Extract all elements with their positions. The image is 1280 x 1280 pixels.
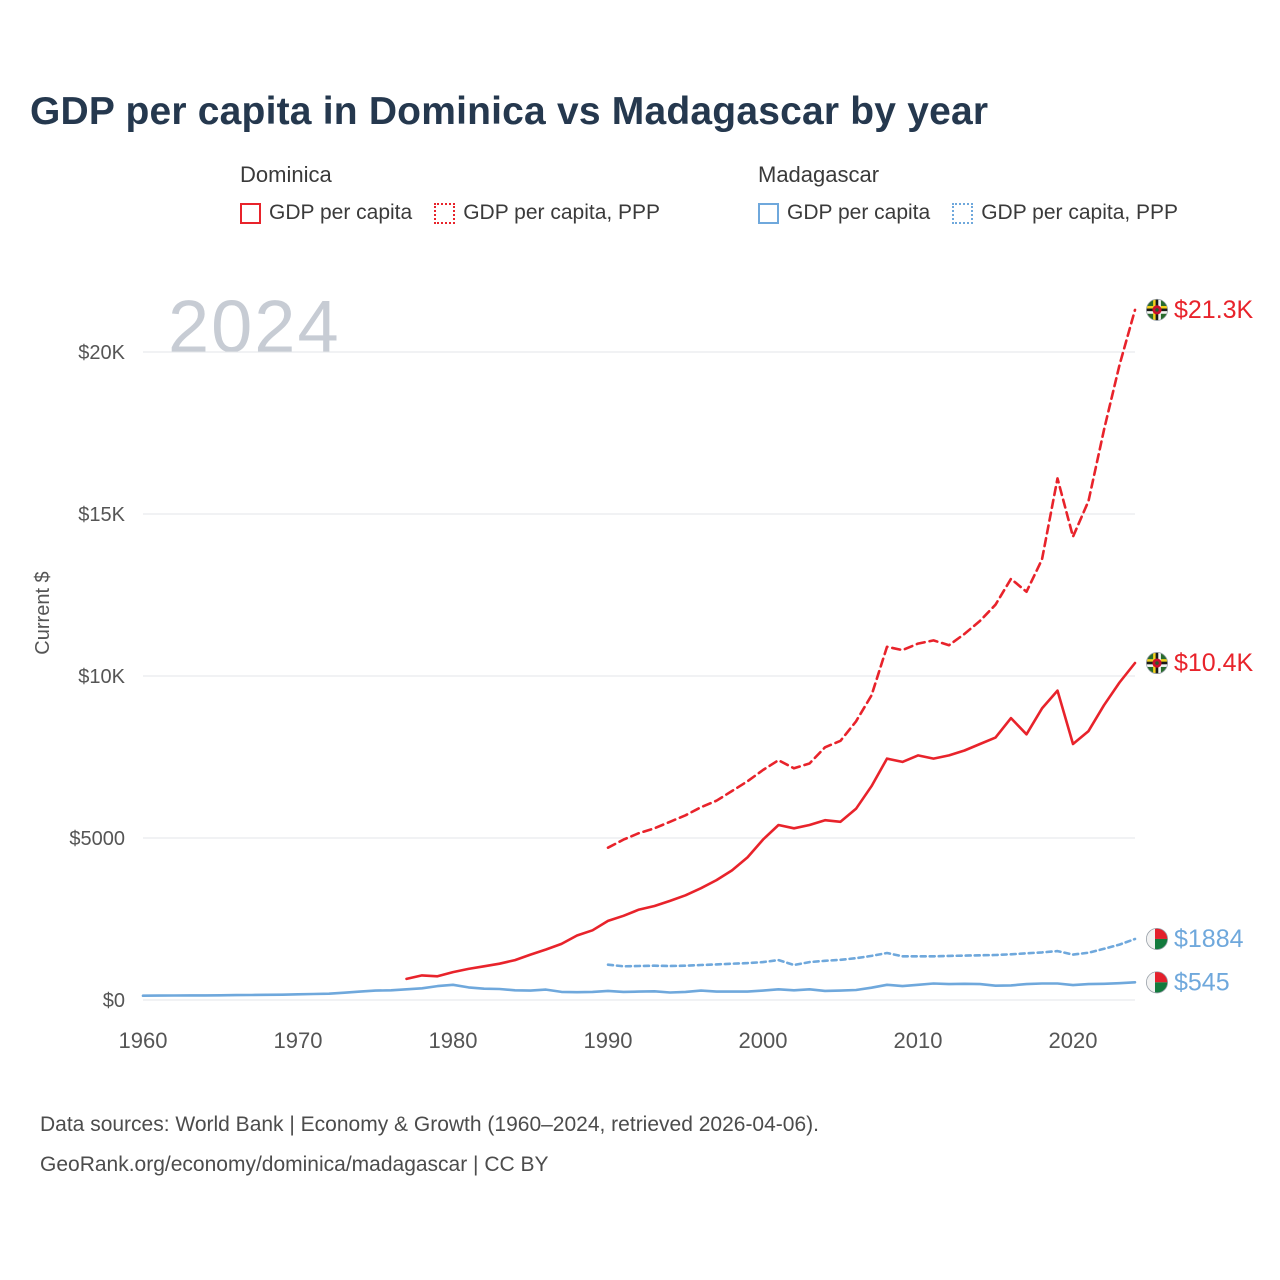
x-tick-label: 2010	[894, 1028, 943, 1053]
chart-gridlines: $0 $5000 $10K $15K $20K 1960 1970 1980 1990 2000 2…	[69, 342, 1135, 1053]
legend-group-dominica: Dominica GDP per capita GDP per capita, …	[240, 162, 660, 225]
y-tick-label: $10K	[78, 666, 125, 688]
watermark-year: 2024	[168, 285, 341, 368]
x-tick-label: 2020	[1049, 1028, 1098, 1053]
legend-label-dominica-gdp: GDP per capita	[269, 201, 413, 224]
dominica-flag-icon	[1146, 299, 1168, 321]
series-line-madagascar-gdp	[141, 980, 1137, 998]
end-label-dominica-gdp: $10.4K	[1174, 649, 1254, 677]
footer-attribution: GeoRank.org/economy/dominica/madagascar …	[40, 1153, 549, 1176]
y-tick-label: $20K	[78, 342, 125, 364]
x-tick-label: 2000	[739, 1028, 788, 1053]
chart-end-labels: $21.3K $10.4K $1884 $545	[1146, 296, 1254, 996]
y-tick-label: $15K	[78, 504, 125, 526]
legend-swatch-blue-dotted	[952, 202, 974, 224]
legend-group-title-madagascar: Madagascar	[758, 162, 880, 187]
legend-swatch-blue-solid	[758, 202, 779, 224]
series-line-dominica-gdp	[405, 661, 1137, 981]
legend-group-title-dominica: Dominica	[240, 162, 332, 187]
legend-swatch-red-solid	[240, 202, 261, 224]
madagascar-flag-icon	[1146, 928, 1168, 950]
legend-item-dominica-gdp: GDP per capita	[240, 201, 412, 225]
chart-series-lines	[141, 308, 1137, 998]
x-tick-label: 1970	[274, 1028, 323, 1053]
end-label-dominica-gdp-ppp: $21.3K	[1174, 296, 1254, 324]
y-tick-label: $0	[103, 990, 125, 1012]
legend-item-dominica-gdp-ppp: GDP per capita, PPP	[434, 201, 660, 225]
madagascar-flag-icon	[1146, 971, 1168, 993]
page-title: GDP per capita in Dominica vs Madagascar…	[30, 90, 989, 133]
footer-data-sources: Data sources: World Bank | Economy & Gro…	[40, 1113, 819, 1136]
x-tick-label: 1960	[119, 1028, 168, 1053]
x-tick-label: 1980	[429, 1028, 478, 1053]
footer: Data sources: World Bank | Economy & Gro…	[40, 1105, 819, 1185]
y-tick-label: $5000	[69, 828, 125, 850]
dominica-flag-icon	[1146, 652, 1168, 674]
end-label-madagascar-gdp: $545	[1174, 968, 1230, 996]
legend-item-madagascar-gdp-ppp: GDP per capita, PPP	[952, 201, 1178, 225]
end-label-madagascar-gdp-ppp: $1884	[1174, 925, 1244, 953]
series-line-dominica-gdp-ppp	[606, 308, 1137, 850]
legend-label-madagascar-gdp: GDP per capita	[787, 201, 931, 224]
legend-items-dominica: GDP per capita GDP per capita, PPP	[240, 201, 660, 225]
legend-items-madagascar: GDP per capita GDP per capita, PPP	[758, 201, 1178, 225]
legend-group-madagascar: Madagascar GDP per capita GDP per capita…	[758, 162, 1178, 225]
legend-swatch-red-dotted	[434, 202, 456, 224]
legend-label-dominica-gdp-ppp: GDP per capita, PPP	[463, 201, 661, 224]
legend-label-madagascar-gdp-ppp: GDP per capita, PPP	[981, 201, 1179, 224]
series-line-madagascar-gdp-ppp	[606, 937, 1137, 968]
x-tick-label: 1990	[584, 1028, 633, 1053]
legend-item-madagascar-gdp: GDP per capita	[758, 201, 930, 225]
